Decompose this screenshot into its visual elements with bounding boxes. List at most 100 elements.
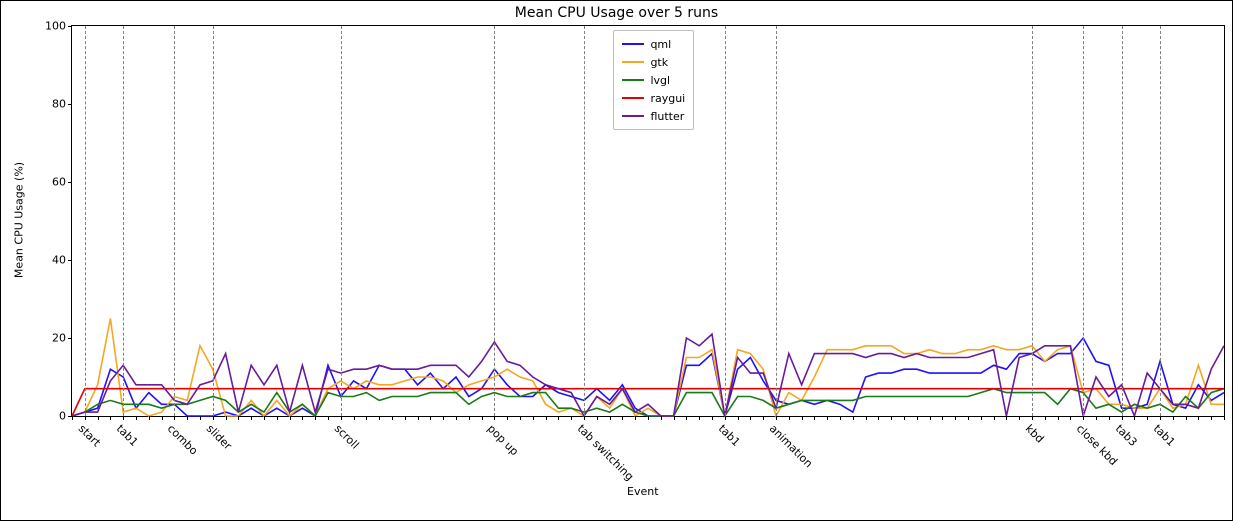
legend-swatch <box>622 61 644 63</box>
xtick-mark <box>302 416 303 420</box>
xtick-mark <box>891 416 892 420</box>
xtick-mark <box>149 416 150 420</box>
xtick-mark <box>238 416 239 420</box>
chart-container: Mean CPU Usage over 5 runs qmlgtklvglray… <box>0 0 1233 521</box>
event-marker-line <box>1160 26 1161 416</box>
xtick-mark <box>661 416 662 420</box>
event-marker-label: slider <box>204 422 234 452</box>
xtick-mark <box>827 416 828 420</box>
legend-swatch <box>622 97 644 99</box>
xtick-mark <box>1109 416 1110 420</box>
ytick-mark <box>68 260 72 261</box>
event-marker-label: tab switching <box>575 422 636 483</box>
xtick-mark <box>315 416 316 420</box>
legend-label: qml <box>650 38 671 51</box>
xtick-mark <box>72 416 73 420</box>
xtick-mark <box>776 416 777 420</box>
xtick-mark <box>366 416 367 420</box>
xtick-mark <box>328 416 329 420</box>
event-marker-label: tab1 <box>1151 422 1178 449</box>
xtick-mark <box>469 416 470 420</box>
event-marker-line <box>494 26 495 416</box>
xtick-mark <box>1122 416 1123 420</box>
event-marker-label: scroll <box>332 422 362 452</box>
xtick-mark <box>750 416 751 420</box>
event-marker-label: tab1 <box>716 422 743 449</box>
event-marker-line <box>174 26 175 416</box>
legend-label: gtk <box>650 56 668 69</box>
event-marker-label: tab1 <box>114 422 141 449</box>
xtick-mark <box>686 416 687 420</box>
legend-item: qml <box>622 35 685 53</box>
xtick-mark <box>443 416 444 420</box>
xtick-mark <box>1045 416 1046 420</box>
xtick-mark <box>418 416 419 420</box>
xtick-mark <box>290 416 291 420</box>
xtick-mark <box>597 416 598 420</box>
chart-title: Mean CPU Usage over 5 runs <box>1 5 1232 21</box>
xtick-mark <box>763 416 764 420</box>
xtick-mark <box>840 416 841 420</box>
xtick-mark <box>610 416 611 420</box>
xtick-mark <box>174 416 175 420</box>
ytick-label: 60 <box>52 176 66 189</box>
xtick-mark <box>917 416 918 420</box>
xtick-mark <box>955 416 956 420</box>
xtick-mark <box>200 416 201 420</box>
legend-swatch <box>622 79 644 81</box>
xtick-mark <box>1147 416 1148 420</box>
ytick-label: 100 <box>45 20 66 33</box>
xtick-mark <box>110 416 111 420</box>
xtick-mark <box>802 416 803 420</box>
xtick-mark <box>1198 416 1199 420</box>
xtick-mark <box>354 416 355 420</box>
xtick-mark <box>1083 416 1084 420</box>
legend-label: raygui <box>650 92 685 105</box>
event-marker-line <box>1083 26 1084 416</box>
ytick-mark <box>68 104 72 105</box>
xtick-mark <box>853 416 854 420</box>
event-marker-label: animation <box>767 422 815 470</box>
xtick-mark <box>1070 416 1071 420</box>
legend-swatch <box>622 115 644 117</box>
event-marker-line <box>123 26 124 416</box>
ytick-label: 0 <box>59 410 66 423</box>
series-gtk <box>72 319 1224 417</box>
xtick-mark <box>162 416 163 420</box>
xtick-mark <box>456 416 457 420</box>
xtick-mark <box>814 416 815 420</box>
xtick-mark <box>1019 416 1020 420</box>
xtick-mark <box>699 416 700 420</box>
legend-label: flutter <box>650 110 684 123</box>
ytick-label: 40 <box>52 254 66 267</box>
xtick-mark <box>1211 416 1212 420</box>
legend: qmlgtklvglrayguiflutter <box>613 30 694 130</box>
xtick-mark <box>584 416 585 420</box>
xtick-mark <box>1173 416 1174 420</box>
legend-item: flutter <box>622 107 685 125</box>
ytick-mark <box>68 182 72 183</box>
event-marker-line <box>1032 26 1033 416</box>
event-marker-label: combo <box>165 422 201 458</box>
xtick-mark <box>1160 416 1161 420</box>
event-marker-line <box>85 26 86 416</box>
ytick-label: 80 <box>52 98 66 111</box>
xtick-mark <box>968 416 969 420</box>
xtick-mark <box>264 416 265 420</box>
xtick-mark <box>712 416 713 420</box>
ytick-mark <box>68 338 72 339</box>
xtick-mark <box>571 416 572 420</box>
xtick-mark <box>1186 416 1187 420</box>
xtick-mark <box>494 416 495 420</box>
xtick-mark <box>904 416 905 420</box>
xtick-mark <box>226 416 227 420</box>
event-marker-label: kbd <box>1023 422 1047 446</box>
series-flutter <box>72 334 1224 416</box>
xtick-mark <box>520 416 521 420</box>
xtick-mark <box>622 416 623 420</box>
xtick-mark <box>251 416 252 420</box>
event-marker-line <box>725 26 726 416</box>
xtick-mark <box>1134 416 1135 420</box>
xtick-mark <box>379 416 380 420</box>
legend-item: gtk <box>622 53 685 71</box>
